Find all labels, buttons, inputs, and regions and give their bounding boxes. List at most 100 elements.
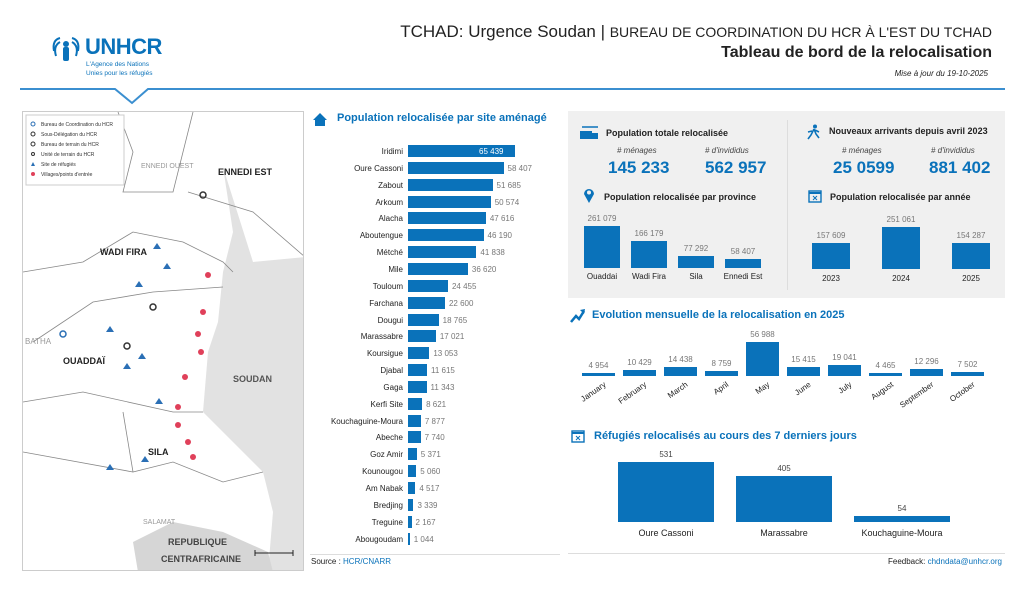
year-bar	[952, 243, 990, 269]
site-bar	[408, 498, 414, 511]
feedback-text: Feedback: chdndata@unhcr.org	[888, 557, 1002, 566]
site-value: 4 517	[419, 484, 440, 493]
year-bar	[882, 227, 920, 269]
monthly-bar	[582, 373, 615, 376]
site-value: 8 621	[426, 399, 447, 409]
province-label: Wadi Fira	[632, 272, 666, 281]
year-title: Population relocalisée par année	[830, 192, 971, 202]
feedback-email-link[interactable]: chdndata@unhcr.org	[927, 557, 1002, 566]
totals-menages-label: # ménages	[617, 146, 657, 155]
year-value: 251 061	[886, 215, 916, 224]
page-title: TCHAD: Urgence Soudan | BUREAU DE COORDI…	[400, 22, 992, 41]
monthly-value: 7 502	[957, 359, 978, 369]
update-date: Mise à jour du 19-10-2025	[894, 69, 988, 78]
entry-point-markers	[175, 272, 211, 460]
site-label: Djabal	[380, 366, 403, 376]
header-divider	[20, 88, 1005, 105]
site-label: Treguine	[371, 517, 403, 527]
province-label: Ennedi Est	[723, 272, 763, 281]
site-bar	[408, 414, 421, 427]
site-label: Touloum	[372, 281, 403, 291]
site-label: Bredjing	[373, 500, 403, 510]
svg-text:Site de réfugiés: Site de réfugiés	[41, 162, 76, 168]
monthly-label: September	[898, 380, 936, 410]
site-bar	[408, 229, 484, 242]
site-bar	[408, 347, 430, 360]
site-label: Iridimi	[381, 147, 403, 156]
monthly-value: 8 759	[711, 358, 732, 368]
week-label: Oure Cassoni	[638, 528, 694, 538]
houses-icon	[313, 113, 327, 126]
refugee-site-markers	[106, 243, 171, 470]
year-bar	[812, 242, 850, 269]
monthly-value: 4 465	[875, 361, 896, 371]
site-label: Kerfi Site	[370, 399, 403, 409]
site-value: 46 190	[487, 231, 512, 241]
site-value: 11 343	[430, 382, 455, 392]
site-bar	[408, 212, 486, 225]
site-bar	[408, 380, 427, 393]
trend-up-icon	[570, 309, 586, 323]
monthly-value: 12 296	[914, 356, 939, 366]
site-value: 47 616	[489, 214, 515, 224]
site-value: 1 044	[413, 534, 434, 544]
site-bar	[408, 296, 445, 309]
site-bar	[408, 262, 468, 275]
site-label: Alacha	[378, 214, 403, 224]
running-person-icon	[807, 124, 820, 140]
calendar-icon	[571, 430, 585, 443]
site-bar	[408, 330, 436, 343]
arrivals-title: Nouveaux arrivants depuis avril 2023	[829, 126, 988, 136]
monthly-label: May	[754, 380, 772, 397]
province-bar	[678, 255, 714, 268]
unhcr-logo: UNHCR L'Agence des Nations Unies pour le…	[50, 36, 175, 80]
map-label-ennedi-ouest: ENNEDI OUEST	[141, 163, 194, 170]
site-bar	[408, 448, 417, 461]
monthly-value: 19 041	[832, 352, 857, 362]
week-value: 54	[897, 503, 907, 513]
province-value: 261 079	[587, 214, 617, 223]
site-label: Abeche	[375, 433, 403, 443]
site-value: 58 407	[507, 163, 532, 173]
monthly-bar	[951, 371, 984, 376]
source-link[interactable]: HCR/CNARR	[343, 557, 392, 566]
site-value: 36 620	[471, 264, 497, 274]
monthly-label: February	[617, 380, 649, 406]
site-label: Oure Cassoni	[354, 163, 403, 173]
site-label: Gaga	[383, 382, 403, 392]
site-label: Goz Amir	[370, 450, 403, 460]
site-label: Farchana	[369, 298, 403, 308]
site-value: 22 600	[448, 298, 474, 308]
svg-text:Villages/points d'entrée: Villages/points d'entrée	[41, 172, 93, 178]
site-label: Am Nabak	[365, 484, 403, 493]
site-bar	[408, 246, 477, 259]
svg-text:Sous-Délégation du HCR: Sous-Délégation du HCR	[41, 132, 98, 138]
province-title: Population relocalisée par province	[604, 192, 757, 202]
site-bar	[408, 313, 439, 326]
monthly-label: October	[948, 380, 977, 404]
site-bar	[408, 364, 427, 377]
week-label: Kouchaguine-Moura	[861, 528, 943, 538]
logo-wordmark: UNHCR	[85, 34, 162, 59]
site-value: 5 060	[420, 467, 441, 477]
source-text: Source : HCR/CNARR	[311, 557, 392, 566]
site-label: Abougoudam	[355, 534, 403, 544]
map-label-ennedi-est: ENNEDI EST	[218, 167, 273, 177]
site-value: 18 765	[442, 315, 468, 325]
monthly-bar	[705, 370, 738, 376]
monthly-value: 4 954	[588, 361, 609, 371]
monthly-label: July	[836, 380, 854, 396]
site-label: Mile	[388, 264, 403, 274]
monthly-label: March	[666, 380, 690, 401]
monthly-value: 56 988	[750, 330, 775, 339]
totals-individus-label: # d'invididus	[705, 146, 749, 155]
rca-area	[133, 522, 273, 570]
site-value: 50 574	[494, 197, 520, 207]
site-value: 7 740	[424, 433, 445, 443]
calendar-icon	[808, 190, 822, 203]
monthly-bar	[746, 342, 779, 376]
monthly-bar	[828, 364, 861, 376]
site-label: Kouchaguine-Moura	[330, 416, 403, 426]
year-value: 157 609	[816, 230, 846, 240]
site-value: 51 685	[496, 180, 521, 190]
